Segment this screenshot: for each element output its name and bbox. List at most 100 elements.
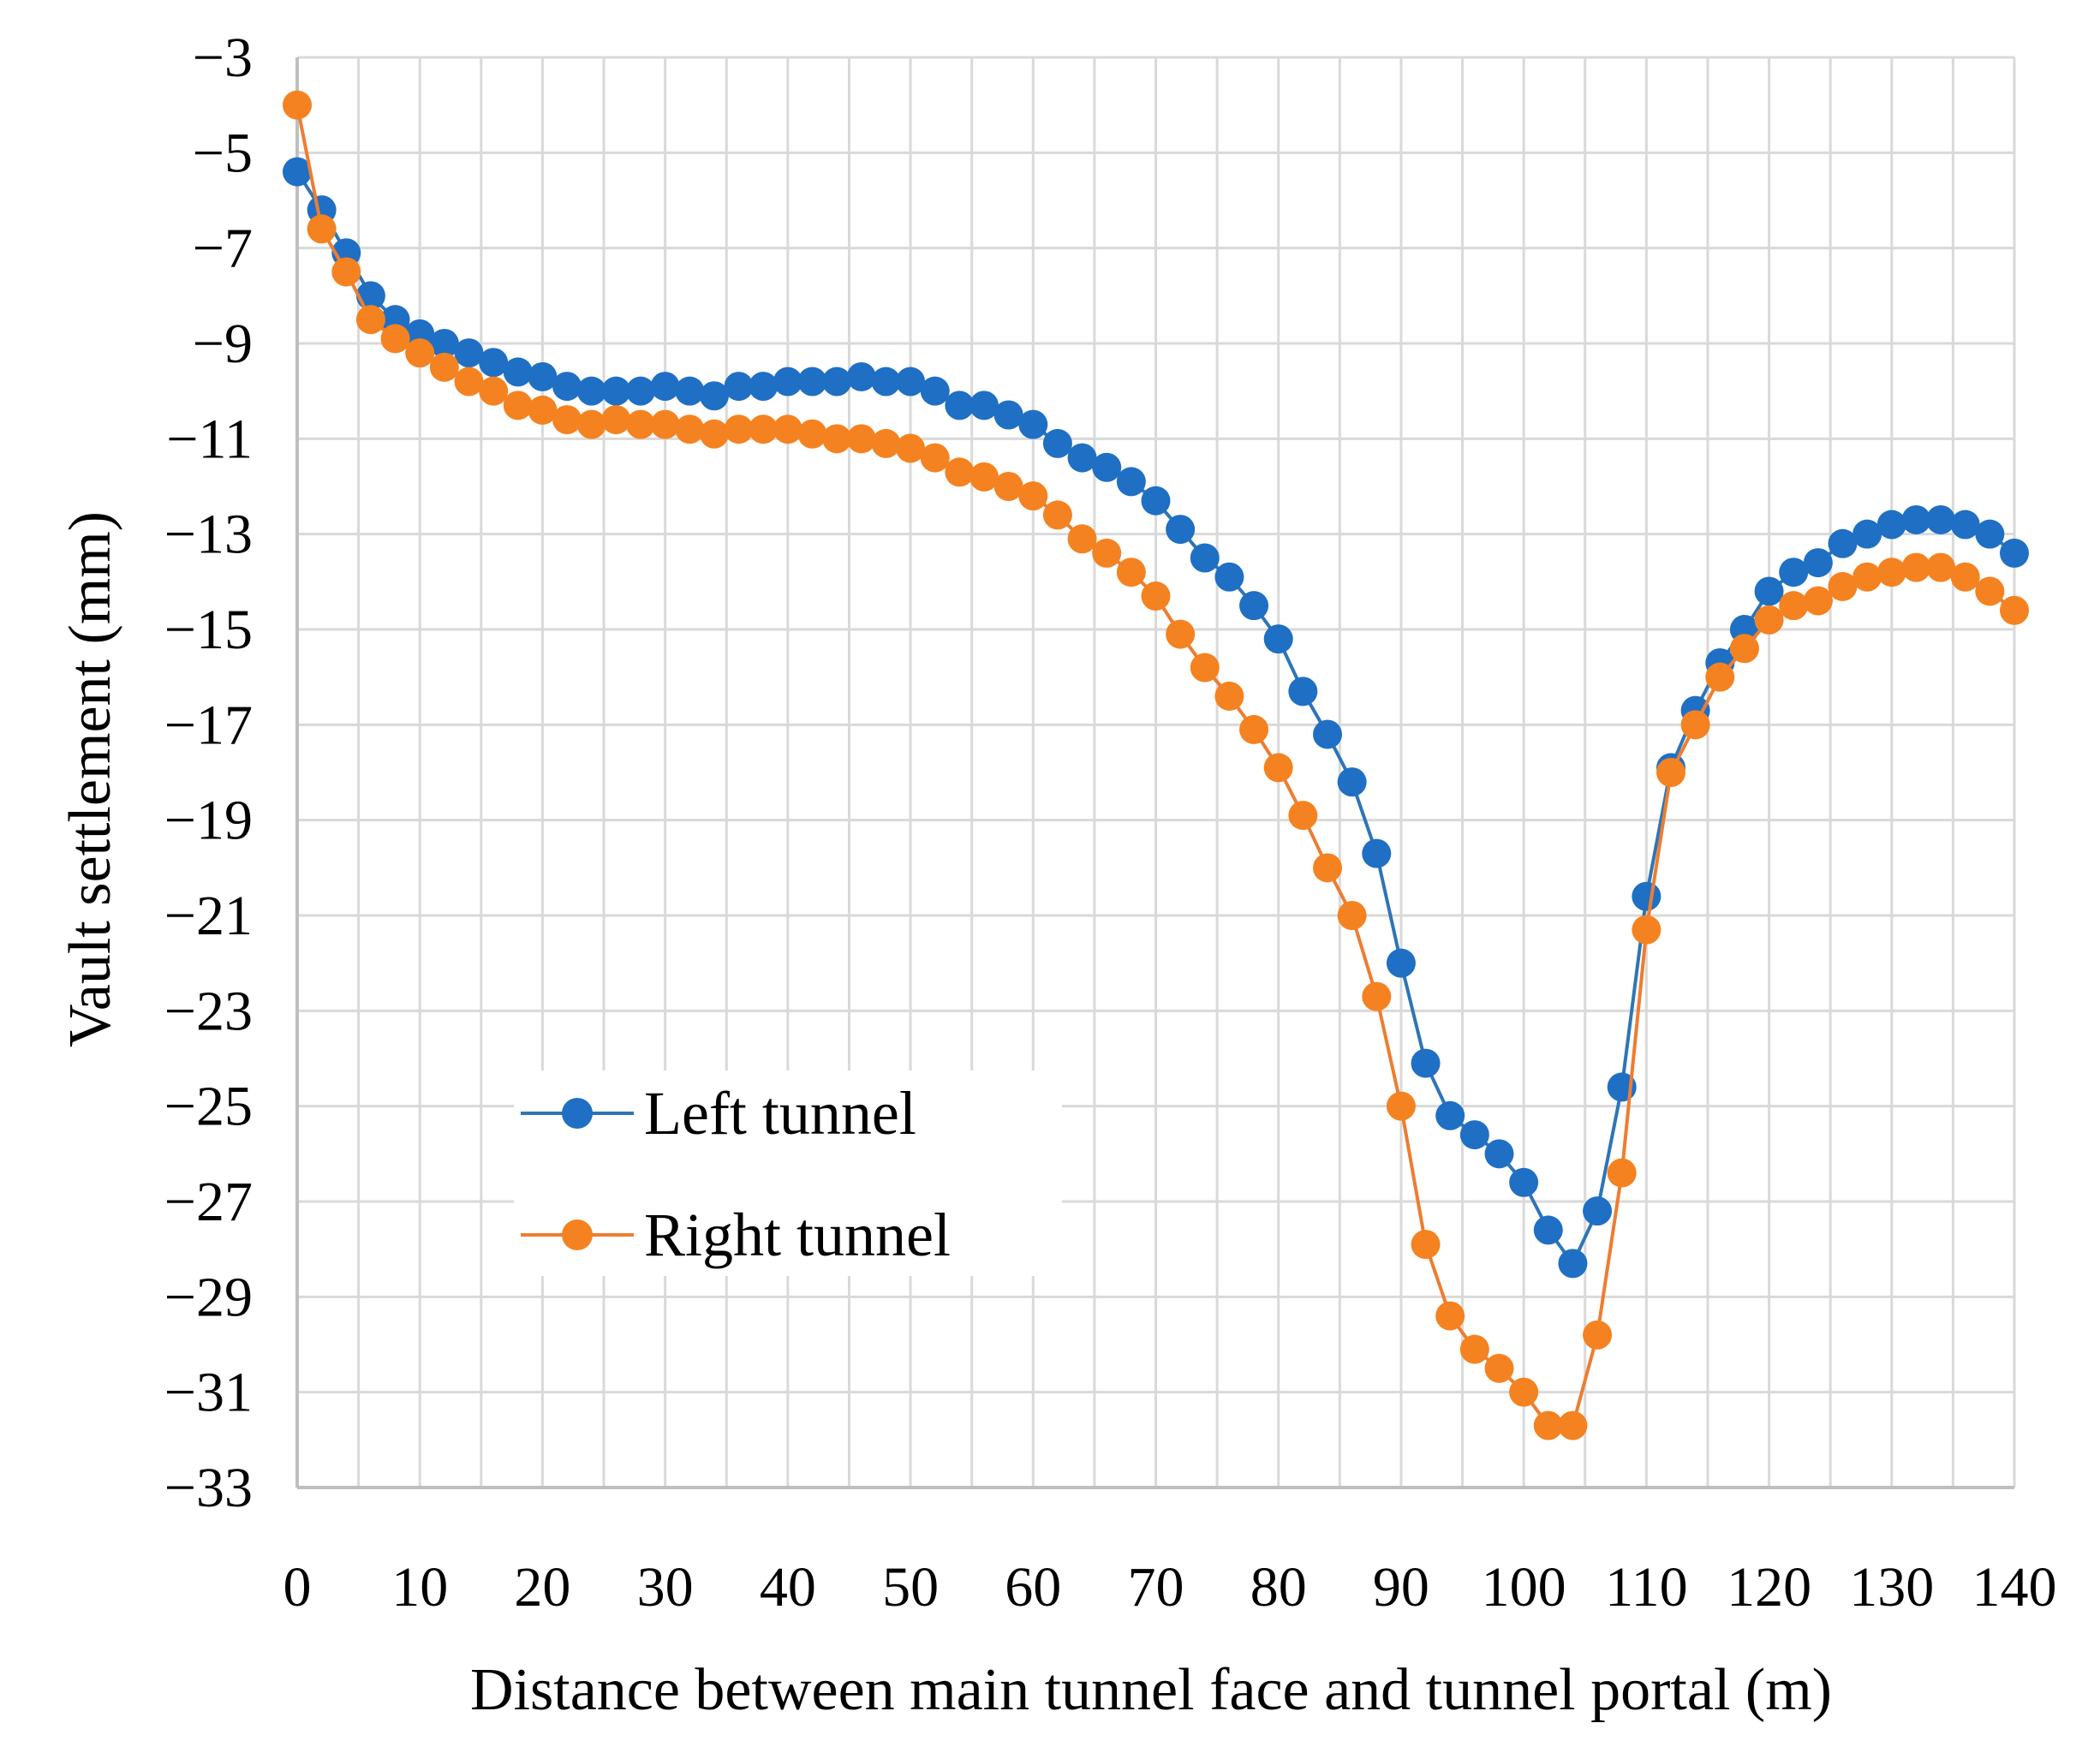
x-tick-label: 70 [1128, 1556, 1184, 1619]
data-point-left-tunnel [601, 376, 631, 406]
data-point-left-tunnel [626, 376, 655, 406]
data-point-left-tunnel [479, 348, 509, 378]
data-point-left-tunnel [1190, 543, 1220, 573]
data-point-right-tunnel [1116, 557, 1146, 587]
data-point-right-tunnel [749, 414, 779, 444]
data-point-right-tunnel [797, 419, 827, 449]
data-point-left-tunnel [1484, 1139, 1514, 1169]
data-point-left-tunnel [969, 391, 999, 420]
y-tick-label: −25 [164, 1076, 253, 1138]
y-tick-labels: −3 −5 −7 −9 −11 −13 −15 −17 −19 −21 −23 −25 −27 −29 −3… [164, 27, 253, 1519]
data-point-left-tunnel [920, 376, 950, 406]
data-point-right-tunnel [1876, 557, 1906, 587]
x-tick-label: 40 [760, 1556, 816, 1619]
legend-marker-right-tunnel [562, 1219, 593, 1250]
data-point-right-tunnel [1263, 753, 1293, 783]
data-point-right-tunnel [993, 472, 1023, 501]
data-point-right-tunnel [1656, 758, 1685, 787]
data-point-left-tunnel [576, 376, 606, 406]
data-point-left-tunnel [552, 372, 582, 402]
data-point-right-tunnel [1042, 500, 1072, 530]
data-point-left-tunnel [454, 338, 484, 368]
data-point-left-tunnel [1116, 467, 1146, 497]
data-point-right-tunnel [1214, 681, 1244, 711]
data-point-right-tunnel [1239, 714, 1269, 744]
x-tick-label: 10 [391, 1556, 448, 1619]
data-point-left-tunnel [1828, 528, 1858, 558]
data-point-right-tunnel [528, 395, 558, 425]
data-point-right-tunnel [576, 409, 606, 439]
y-tick-label: −19 [164, 790, 253, 852]
data-point-left-tunnel [1779, 557, 1809, 587]
data-point-right-tunnel [1288, 801, 1318, 831]
data-point-right-tunnel [1141, 581, 1171, 611]
data-point-left-tunnel [1263, 624, 1293, 654]
data-point-left-tunnel [650, 372, 680, 402]
data-point-left-tunnel [1852, 519, 1882, 549]
data-point-left-tunnel [993, 400, 1023, 430]
x-tick-label: 140 [1972, 1556, 2057, 1619]
y-tick-label: −27 [164, 1171, 253, 1233]
data-point-right-tunnel [1411, 1230, 1441, 1260]
data-point-right-tunnel [1067, 524, 1097, 554]
data-point-left-tunnel [1411, 1048, 1441, 1078]
data-point-right-tunnel [429, 352, 459, 382]
data-point-left-tunnel [822, 367, 852, 397]
data-point-left-tunnel [675, 376, 705, 406]
data-point-left-tunnel [896, 367, 926, 397]
data-point-left-tunnel [503, 357, 533, 387]
data-point-right-tunnel [1680, 710, 1710, 740]
series-right-tunnel [283, 90, 2029, 1440]
data-point-left-tunnel [1558, 1249, 1588, 1279]
data-point-right-tunnel [945, 457, 975, 487]
data-point-right-tunnel [454, 367, 484, 397]
y-tick-label: −9 [193, 313, 253, 375]
data-point-right-tunnel [1533, 1410, 1563, 1440]
data-point-left-tunnel [1166, 515, 1196, 545]
x-tick-label: 80 [1250, 1556, 1307, 1619]
data-point-right-tunnel [920, 443, 950, 473]
y-tick-label: −13 [164, 504, 253, 566]
data-point-right-tunnel [331, 257, 361, 287]
data-point-right-tunnel [896, 433, 926, 463]
y-tick-label: −21 [164, 885, 253, 947]
y-tick-label: −11 [166, 408, 253, 470]
data-point-right-tunnel [846, 424, 876, 454]
data-point-left-tunnel [283, 157, 312, 187]
data-point-left-tunnel [1926, 504, 1956, 534]
data-point-left-tunnel [1362, 838, 1392, 868]
data-point-left-tunnel [871, 367, 901, 397]
data-point-right-tunnel [969, 462, 999, 492]
legend-label-right-tunnel: Right tunnel [644, 1201, 951, 1269]
data-point-right-tunnel [650, 409, 680, 439]
data-point-right-tunnel [283, 90, 312, 120]
data-point-left-tunnel [773, 367, 802, 397]
data-point-right-tunnel [1901, 552, 1931, 582]
data-point-left-tunnel [749, 372, 779, 402]
data-point-right-tunnel [1583, 1320, 1613, 1350]
data-point-right-tunnel [479, 376, 509, 406]
data-point-right-tunnel [1435, 1301, 1465, 1331]
data-point-left-tunnel [2000, 538, 2029, 568]
data-point-right-tunnel [1484, 1353, 1514, 1383]
x-tick-label: 90 [1373, 1556, 1429, 1619]
y-tick-label: −33 [164, 1457, 253, 1519]
legend: Left tunnel Right tunnel [514, 1070, 1062, 1276]
data-point-right-tunnel [1852, 562, 1882, 592]
data-point-left-tunnel [945, 391, 975, 420]
data-point-left-tunnel [1067, 443, 1097, 473]
x-tick-label: 100 [1482, 1556, 1566, 1619]
x-tick-label: 130 [1849, 1556, 1934, 1619]
data-point-right-tunnel [1509, 1377, 1539, 1407]
y-tick-label: −29 [164, 1266, 253, 1328]
data-point-right-tunnel [307, 214, 337, 244]
data-point-right-tunnel [2000, 595, 2029, 625]
data-point-left-tunnel [1632, 881, 1662, 911]
data-point-right-tunnel [1386, 1091, 1416, 1121]
data-point-right-tunnel [1362, 981, 1392, 1011]
data-point-left-tunnel [1435, 1100, 1465, 1130]
legend-background [514, 1070, 1062, 1276]
data-point-right-tunnel [1828, 571, 1858, 601]
